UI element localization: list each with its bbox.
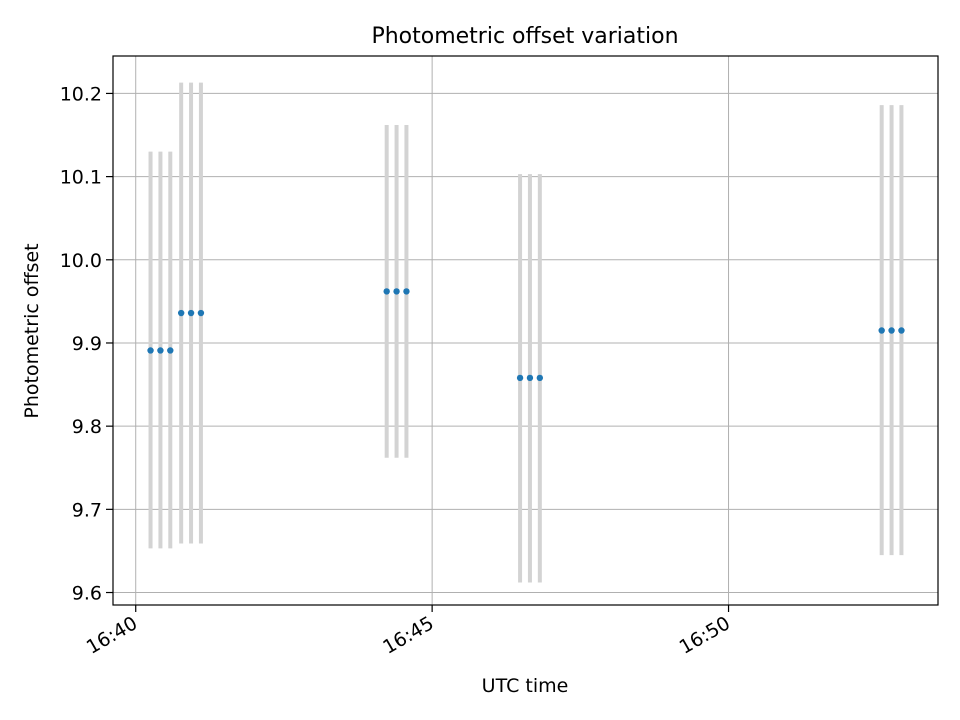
data-point [888,327,895,334]
data-point [177,309,185,317]
y-tick-label: 10.2 [60,83,102,105]
data-point [898,327,905,334]
y-axis-label: Photometric offset [21,243,43,418]
data-point [393,288,400,295]
y-axis-ticks: 9.6 9.7 9.8 9.9 10.0 10.1 10.2 [60,83,113,605]
x-axis-label: UTC time [482,675,569,697]
y-tick-label: 9.6 [72,583,102,605]
data-point [526,374,534,382]
data-point [147,347,154,354]
y-tick-label: 10.0 [60,250,102,272]
chart-title: Photometric offset variation [371,24,678,49]
y-tick-label: 9.8 [72,416,102,438]
data-point [516,374,524,382]
data-point [157,347,164,354]
y-tick-label: 9.7 [72,499,102,521]
data-point [536,374,544,382]
y-tick-label: 9.9 [72,333,102,355]
data-point [383,288,390,295]
data-point [167,347,174,354]
grid [113,56,938,605]
y-tick-label: 10.1 [60,167,102,189]
data-point [403,288,410,295]
data-point [197,309,205,317]
data-point [187,309,195,317]
plot-frame [112,55,939,606]
data-point [878,327,885,334]
data-points [147,288,905,382]
